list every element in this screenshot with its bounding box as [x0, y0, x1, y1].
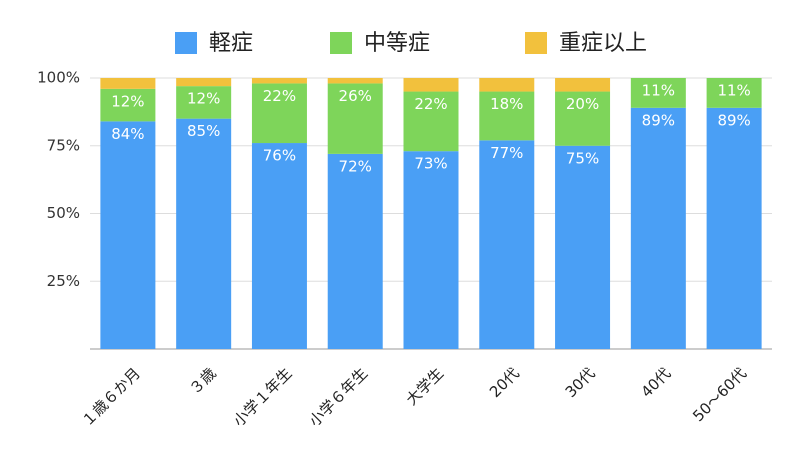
bar-segment	[251, 143, 307, 349]
bar-segment	[403, 78, 459, 92]
x-tick-label: 40代	[638, 364, 675, 401]
y-tick-label: 100%	[37, 69, 80, 87]
bar-segment	[176, 118, 232, 350]
value-label: 77%	[490, 144, 523, 162]
x-tick-label: 20代	[486, 364, 523, 401]
value-label: 85%	[187, 122, 220, 140]
value-label: 89%	[717, 111, 750, 129]
y-tick-label: 25%	[47, 272, 80, 290]
value-label: 75%	[566, 149, 599, 167]
bar-segment	[100, 78, 156, 89]
value-label: 12%	[111, 92, 144, 110]
bar-segment	[555, 78, 611, 92]
value-label: 11%	[717, 82, 750, 100]
x-tick-label: 大学生	[402, 364, 447, 409]
value-label: 26%	[339, 87, 372, 105]
legend-swatch	[330, 32, 352, 54]
bar-segment	[479, 140, 535, 349]
x-tick-label: 50～60代	[689, 364, 750, 425]
bar-segment	[327, 83, 383, 154]
x-tick-label: 小学１年生	[230, 364, 296, 430]
value-label: 84%	[111, 125, 144, 143]
x-tick-label: ３歳	[186, 364, 220, 398]
x-tick-label: 小学６年生	[305, 364, 371, 430]
bar-segment	[251, 78, 307, 84]
bar-segment	[100, 88, 156, 122]
legend-label: 重症以上	[559, 31, 647, 56]
bar-segment	[403, 91, 459, 152]
y-tick-label: 75%	[47, 136, 80, 154]
legend-label: 中等症	[364, 31, 430, 56]
value-label: 22%	[414, 95, 447, 113]
value-label: 73%	[414, 155, 447, 173]
bar-segment	[100, 121, 156, 349]
bar-segment	[327, 78, 383, 84]
legend-swatch	[175, 32, 197, 54]
value-label: 20%	[566, 95, 599, 113]
bar-segment	[479, 91, 535, 141]
bar-segment	[403, 151, 459, 349]
bar-segment	[479, 78, 535, 92]
bar-segment	[630, 107, 686, 349]
x-tick-label: 30代	[562, 364, 599, 401]
y-tick-label: 50%	[47, 204, 80, 222]
legend-swatch	[525, 32, 547, 54]
x-tick-label: １歳６か月	[78, 364, 144, 430]
value-label: 22%	[263, 87, 296, 105]
bar-segment	[630, 78, 686, 108]
bar-segment	[327, 153, 383, 349]
value-label: 72%	[339, 157, 372, 175]
value-label: 11%	[642, 82, 675, 100]
bar-segment	[176, 86, 232, 119]
bar-segment	[706, 78, 762, 108]
bar-segment	[555, 91, 611, 146]
value-label: 18%	[490, 95, 523, 113]
value-label: 12%	[187, 90, 220, 108]
bar-segment	[555, 145, 611, 349]
value-label: 89%	[642, 111, 675, 129]
bar-segment	[176, 78, 232, 87]
bar-segment	[251, 83, 307, 144]
bar-segment	[706, 107, 762, 349]
value-label: 76%	[263, 147, 296, 165]
legend-label: 軽症	[209, 31, 253, 56]
